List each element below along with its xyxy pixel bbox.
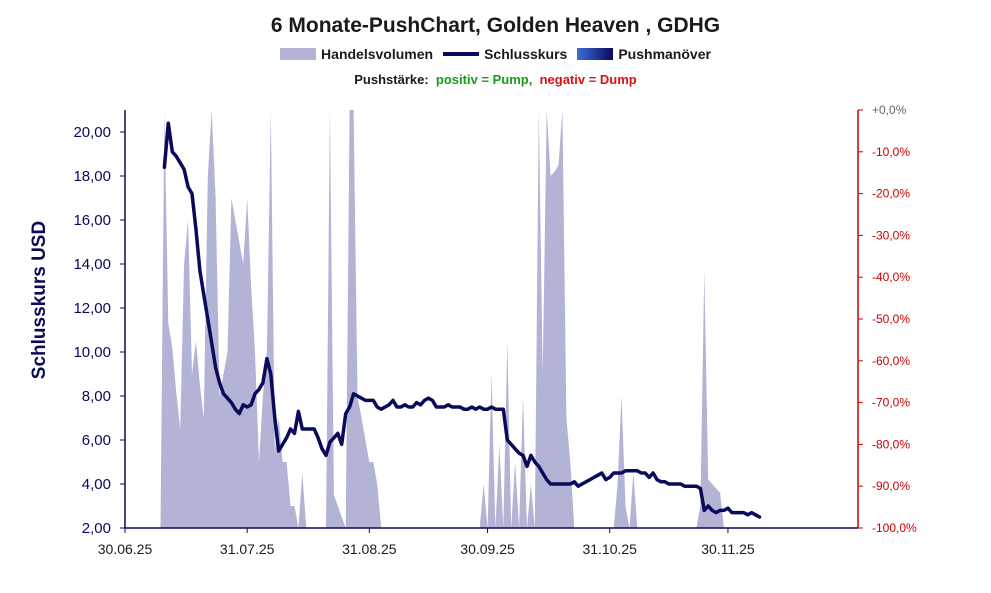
y-tick-label: 4,00: [82, 476, 111, 493]
y-tick-label: 16,00: [73, 212, 111, 229]
y-tick-label: 14,00: [73, 256, 111, 273]
legend-label-push: Pushmanöver: [618, 46, 711, 62]
volume-area: [160, 110, 858, 528]
x-tick-label: 30.06.25: [98, 541, 153, 557]
y2-tick-label: -90,0%: [872, 479, 910, 493]
chart-title: 6 Monate-PushChart, Golden Heaven , GDHG: [270, 14, 721, 37]
legend: Handelsvolumen Schlusskurs Pushmanöver: [0, 46, 991, 62]
y2-tick-label: -20,0%: [872, 187, 910, 201]
y-tick-label: 6,00: [82, 432, 111, 449]
y-tick-label: 20,00: [73, 124, 111, 141]
legend-label-volume: Handelsvolumen: [321, 46, 434, 62]
y2-tick-label: +0,0%: [872, 103, 907, 117]
close-price-line: [162, 121, 762, 519]
legend-swatch-push: [577, 48, 614, 60]
y2-tick-label: -100,0%: [872, 521, 917, 535]
x-tick-label: 30.11.25: [701, 541, 755, 557]
y2-tick-label: -30,0%: [872, 228, 910, 242]
x-tick-label: 30.09.25: [460, 541, 515, 557]
y2-tick-label: -40,0%: [872, 270, 910, 284]
push-strength-positive: positiv = Pump,: [435, 72, 533, 87]
legend-swatch-close: [443, 52, 480, 56]
y2-tick-label: -80,0%: [872, 437, 910, 451]
y-tick-label: 12,00: [73, 300, 111, 317]
y-tick-label: 8,00: [82, 388, 111, 405]
push-strength-label: Pushstärke:: [354, 72, 429, 87]
y2-tick-label: -70,0%: [872, 396, 910, 410]
legend-item-push: Pushmanöver: [577, 46, 711, 62]
y-tick-label: 2,00: [82, 520, 111, 537]
legend-swatch-volume: [280, 48, 317, 60]
push-strength-negative: negativ = Dump: [539, 72, 637, 87]
x-tick-label: 31.08.25: [342, 541, 397, 557]
y2-tick-label: -60,0%: [872, 354, 910, 368]
y2-tick-label: -50,0%: [872, 312, 910, 326]
x-tick-label: 31.07.25: [220, 541, 275, 557]
legend-label-close: Schlusskurs: [484, 46, 568, 62]
push-strength-note: Pushstärke: positiv = Pump, negativ = Du…: [0, 72, 991, 87]
legend-item-close: Schlusskurs: [443, 46, 567, 62]
legend-item-volume: Handelsvolumen: [280, 46, 433, 62]
x-tick-label: 31.10.25: [582, 541, 637, 557]
y-tick-label: 18,00: [73, 168, 111, 185]
y2-tick-label: -10,0%: [872, 145, 910, 159]
y-tick-label: 10,00: [73, 344, 111, 361]
